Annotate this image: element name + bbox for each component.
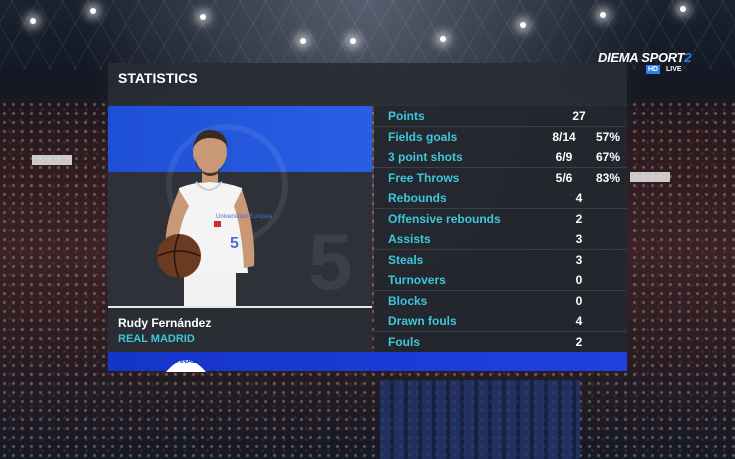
stat-row: 3 point shots 6/9 67% [374,147,627,168]
stat-label: Rebounds [388,191,447,205]
stat-label: Fields goals [388,129,458,144]
stat-value: 0 [575,273,583,287]
team-name: REAL MADRID [118,333,195,345]
stat-row: Free Throws 5/6 83% [374,167,627,189]
stat-value: 4 [575,314,583,328]
stats-panel-header: STATISTICS [108,63,627,106]
roof-truss [0,0,735,70]
stat-value: 0 [575,293,583,308]
arena-light [600,12,606,18]
stat-label: 3 point shots [388,150,463,164]
card-divider [108,306,372,308]
stat-row: Blocks 0 [374,290,627,312]
stat-label: Drawn fouls [388,314,457,328]
final-four-logo: FINAL [166,358,206,372]
panel-bottom-bar [108,352,627,371]
jersey-number: 5 [230,235,239,252]
stat-label: Offensive rebounds [388,211,501,226]
ad-board [630,172,670,182]
jersey-number-watermark: 5 [308,217,353,306]
stat-row: Drawn fouls 4 [374,311,627,332]
player-name: Rudy Fernández [118,316,212,330]
stat-label: Steals [388,252,424,267]
stat-value: 3 [575,252,583,267]
stat-value: 8/14 [552,129,576,144]
stat-row: Fouls 2 [374,331,627,353]
arena-light [680,6,686,12]
final-four-logo-text: FINAL [176,358,197,365]
stat-row: Points 27 [374,106,627,127]
stat-value: 2 [575,334,583,349]
broadcaster-channel-number: 2 [684,50,692,65]
broadcaster-brand: DIEMA SPORT [598,50,685,65]
live-badge: LIVE [666,66,682,73]
player-photo: 5 Universidad Europea [157,130,273,308]
jersey-sponsor: Universidad Europea [216,214,273,220]
arena-light [300,38,306,44]
stat-percentage: 83% [596,170,621,185]
stat-value: 3 [575,232,583,246]
arena-light [200,14,206,20]
stat-row: Offensive rebounds 2 [374,208,627,230]
arena-seats [380,380,580,459]
stat-label: Fouls [388,334,420,349]
stat-row: Rebounds 4 [374,188,627,209]
stat-row: Steals 3 [374,249,627,271]
stat-label: Turnovers [388,273,446,287]
hd-badge: HD [646,65,661,74]
broadcaster-logo: DIEMA SPORT2 HD LIVE [598,50,713,76]
stat-row: Turnovers 0 [374,270,627,291]
stat-label: Points [388,109,425,123]
stat-row: Assists 3 [374,229,627,250]
stat-label: Free Throws [388,170,460,185]
stat-percentage: 67% [596,150,621,164]
stat-value: 5/6 [555,170,573,185]
stat-label: Blocks [388,293,428,308]
arena-light [350,38,356,44]
stats-table: Points 27 Fields goals 8/14 57% 3 point … [374,106,627,353]
player-card: 5 5 Universidad Europea Rudy Fernández R… [108,106,372,352]
stat-value: 6/9 [555,150,573,164]
arena-light [440,36,446,42]
arena-light [30,18,36,24]
stat-value: 4 [575,191,583,205]
ad-board [32,155,72,165]
stat-value: 27 [572,109,586,123]
arena-light [90,8,96,14]
stat-row: Fields goals 8/14 57% [374,126,627,148]
stat-value: 2 [575,211,583,226]
stat-label: Assists [388,232,431,246]
arena-light [520,22,526,28]
player-name-area: Rudy Fernández REAL MADRID [108,308,372,352]
panel-title: STATISTICS [118,70,198,86]
stat-percentage: 57% [596,129,621,144]
